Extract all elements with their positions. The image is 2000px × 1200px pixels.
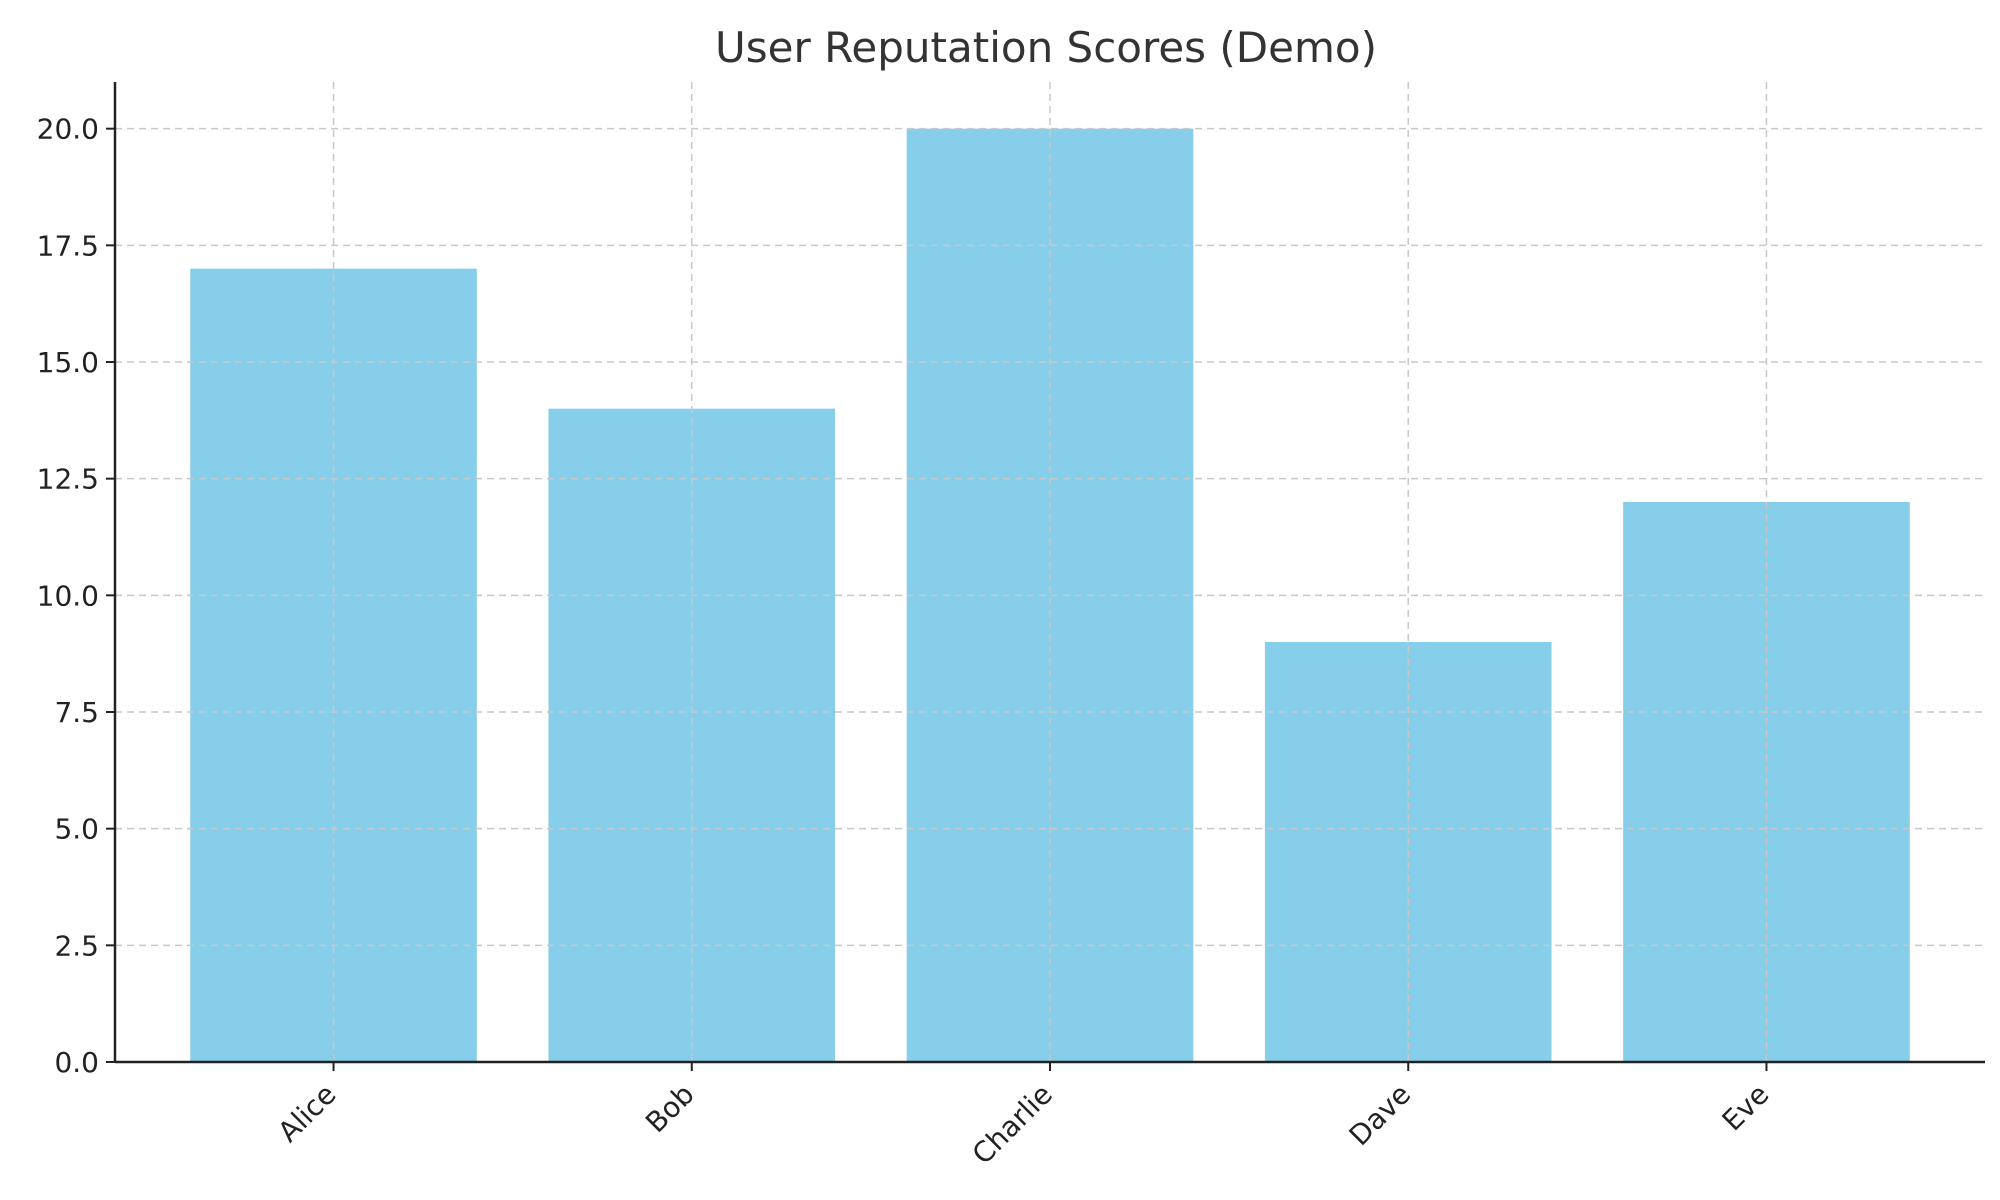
y-tick-label: 17.5 — [37, 229, 99, 262]
bar-charlie — [906, 128, 1194, 1062]
y-tick-label: 15.0 — [37, 346, 99, 379]
x-tick-label-charlie: Charlie — [966, 1078, 1059, 1171]
y-tick-label: 5.0 — [54, 813, 99, 846]
y-axis-ticks: 0.0 2.5 5.0 7.5 10.0 12.5 15.0 17.5 20.0 — [37, 113, 115, 1079]
x-axis-ticks: Alice Bob Charlie Dave Eve — [272, 1062, 1776, 1171]
grid — [115, 82, 1985, 1063]
y-tick-label: 2.5 — [54, 929, 99, 962]
y-tick-label: 10.0 — [37, 579, 99, 612]
x-tick-label-bob: Bob — [639, 1078, 701, 1140]
y-tick-label: 20.0 — [37, 113, 99, 146]
y-tick-label: 12.5 — [37, 463, 99, 496]
y-tick-label: 0.0 — [54, 1046, 99, 1079]
y-tick-label: 7.5 — [54, 696, 99, 729]
chart-title: User Reputation Scores (Demo) — [715, 23, 1377, 72]
x-tick-label-dave: Dave — [1343, 1078, 1418, 1153]
x-tick-label-alice: Alice — [272, 1078, 343, 1149]
x-tick-label-eve: Eve — [1716, 1078, 1776, 1138]
